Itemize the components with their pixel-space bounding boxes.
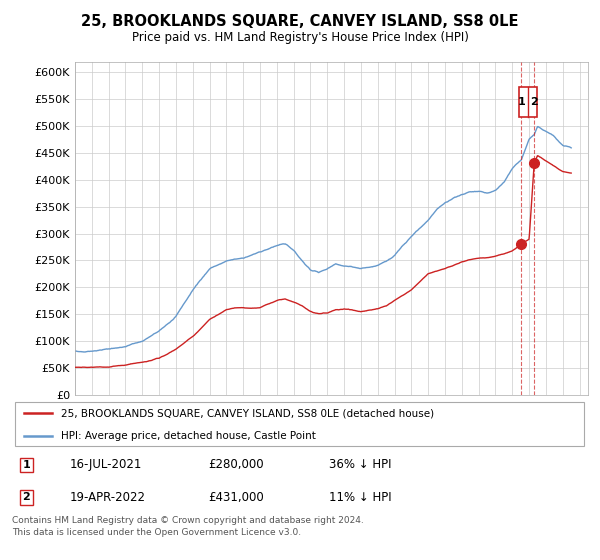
Text: 36% ↓ HPI: 36% ↓ HPI	[329, 459, 391, 472]
Text: £280,000: £280,000	[208, 459, 263, 472]
Text: 2: 2	[23, 492, 30, 502]
Text: 11% ↓ HPI: 11% ↓ HPI	[329, 491, 391, 503]
Text: 25, BROOKLANDS SQUARE, CANVEY ISLAND, SS8 0LE (detached house): 25, BROOKLANDS SQUARE, CANVEY ISLAND, SS…	[61, 408, 434, 418]
Text: 1: 1	[23, 460, 30, 470]
Text: Contains HM Land Registry data © Crown copyright and database right 2024.
This d: Contains HM Land Registry data © Crown c…	[12, 516, 364, 537]
Text: 19-APR-2022: 19-APR-2022	[70, 491, 146, 503]
Text: 2: 2	[530, 97, 538, 107]
Text: HPI: Average price, detached house, Castle Point: HPI: Average price, detached house, Cast…	[61, 431, 316, 441]
Text: 25, BROOKLANDS SQUARE, CANVEY ISLAND, SS8 0LE: 25, BROOKLANDS SQUARE, CANVEY ISLAND, SS…	[81, 14, 519, 29]
Text: Price paid vs. HM Land Registry's House Price Index (HPI): Price paid vs. HM Land Registry's House …	[131, 31, 469, 44]
Text: £431,000: £431,000	[208, 491, 263, 503]
Text: 1: 1	[518, 97, 525, 107]
Text: 16-JUL-2021: 16-JUL-2021	[70, 459, 142, 472]
FancyBboxPatch shape	[15, 402, 584, 446]
Bar	[519, 87, 536, 117]
